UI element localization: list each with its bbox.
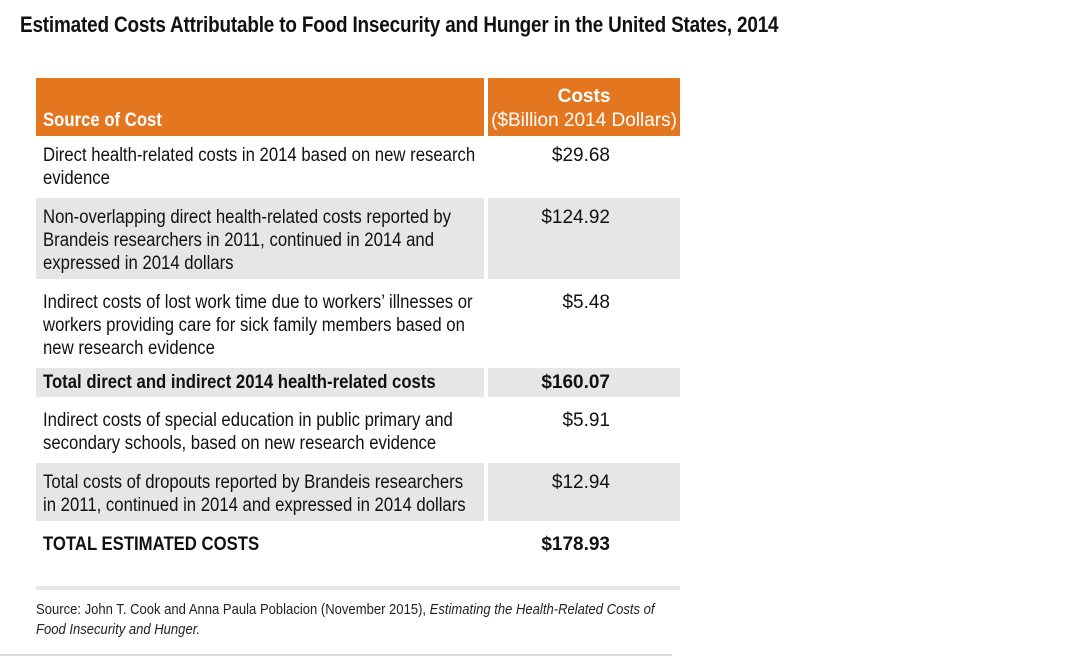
row-cost: $5.48 xyxy=(562,292,610,313)
page-divider xyxy=(0,654,672,656)
table-row: Indirect costs of lost work time due to … xyxy=(36,283,680,364)
table-bottom-rule xyxy=(36,586,680,590)
row-source: Indirect costs of special education in p… xyxy=(43,410,453,454)
table-row: Total costs of dropouts reported by Bran… xyxy=(36,463,680,521)
row-source: Indirect costs of lost work time due to … xyxy=(43,292,473,359)
table-row: Indirect costs of special education in p… xyxy=(36,401,680,459)
subtotal-row: Total direct and indirect 2014 health-re… xyxy=(36,368,680,397)
row-cost: $12.94 xyxy=(488,463,680,521)
source-publication-title: Estimating the Health-Related Costs of F… xyxy=(36,602,655,638)
row-source: Direct health-related costs in 2014 base… xyxy=(43,145,476,189)
page-title: Estimated Costs Attributable to Food Ins… xyxy=(20,12,779,37)
header-costs-title: Costs xyxy=(557,86,611,107)
header-costs-unit: ($Billion 2014 Dollars) xyxy=(491,110,677,131)
source-footnote: Source: John T. Cook and Anna Paula Pobl… xyxy=(36,600,684,640)
table-row: Direct health-related costs in 2014 base… xyxy=(36,136,680,194)
row-source: TOTAL ESTIMATED COSTS xyxy=(43,534,260,555)
row-cost: $29.68 xyxy=(551,145,610,166)
row-cost: $5.91 xyxy=(562,410,610,431)
header-source-of-cost: Source of Cost xyxy=(36,78,484,136)
total-row: TOTAL ESTIMATED COSTS $178.93 xyxy=(36,525,680,560)
row-cost: $160.07 xyxy=(488,368,680,397)
header-costs: Costs ($Billion 2014 Dollars) xyxy=(488,78,680,136)
table-header-row: Source of Cost Costs ($Billion 2014 Doll… xyxy=(36,78,680,136)
table-row: Non-overlapping direct health-related co… xyxy=(36,198,680,279)
row-source: Total direct and indirect 2014 health-re… xyxy=(36,368,484,397)
row-cost: $124.92 xyxy=(488,198,680,279)
row-cost: $178.93 xyxy=(541,534,610,555)
row-source: Total costs of dropouts reported by Bran… xyxy=(36,463,484,521)
row-source: Non-overlapping direct health-related co… xyxy=(36,198,484,279)
source-citation: Source: John T. Cook and Anna Paula Pobl… xyxy=(36,602,430,618)
cost-table: Source of Cost Costs ($Billion 2014 Doll… xyxy=(36,78,680,560)
